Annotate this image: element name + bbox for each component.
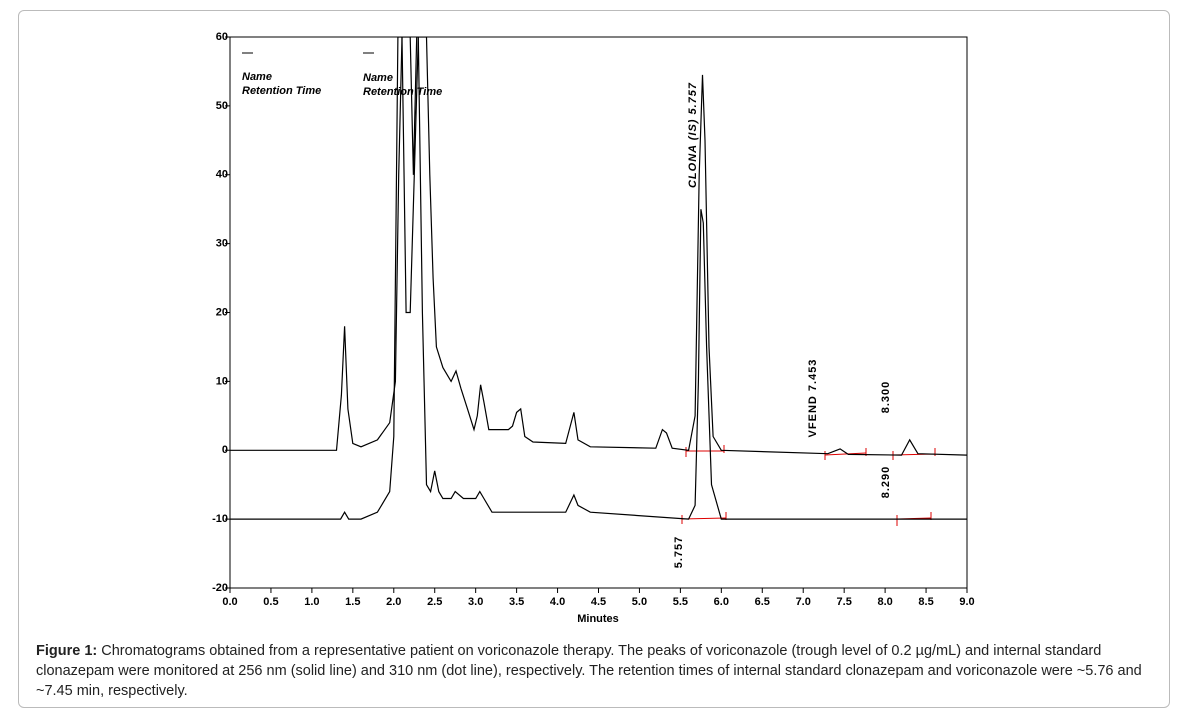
figure-frame xyxy=(18,10,1170,708)
annotation: 5.757 xyxy=(673,536,685,569)
x-tick-label: 7.0 xyxy=(796,596,811,608)
x-tick-label: 4.0 xyxy=(550,596,565,608)
y-tick-label: 30 xyxy=(216,238,228,250)
x-tick-label: 3.5 xyxy=(509,596,524,608)
x-tick-label: 6.0 xyxy=(714,596,729,608)
x-tick-label: 4.5 xyxy=(591,596,606,608)
y-tick-label: 40 xyxy=(216,169,228,181)
plot-frame xyxy=(229,36,968,589)
annotation: CLONA (IS) 5.757 xyxy=(687,82,699,188)
trace xyxy=(230,37,967,456)
y-tick-label: 10 xyxy=(216,375,228,387)
x-tick-label: 8.0 xyxy=(877,596,892,608)
trace xyxy=(230,37,967,520)
annotation: 8.290 xyxy=(880,466,892,499)
x-tick-label: 0.0 xyxy=(222,596,237,608)
x-tick-label: 5.5 xyxy=(673,596,688,608)
y-tick-label: 60 xyxy=(216,31,228,43)
x-tick-label: 9.0 xyxy=(959,596,974,608)
annotation: Retention Time xyxy=(363,86,442,98)
annotation: Retention Time xyxy=(242,85,321,97)
chart: Minutes -20 -10 0 10 20 30 40 50 60 0.0 0.5 1.0 1.5 2… xyxy=(212,31,975,625)
y-tick-label: -20 xyxy=(212,582,228,594)
annotation: Name xyxy=(242,71,272,83)
x-tick-label: 3.0 xyxy=(468,596,483,608)
y-tick-label: 20 xyxy=(216,306,228,318)
y-tick-label: 50 xyxy=(216,100,228,112)
annotation: VFEND 7.453 xyxy=(807,359,819,438)
x-tick-label: 1.0 xyxy=(304,596,319,608)
x-tick-label: 1.5 xyxy=(345,596,360,608)
y-tick-label: -10 xyxy=(212,513,228,525)
x-axis-label: Minutes xyxy=(577,613,619,625)
x-tick-label: 2.5 xyxy=(427,596,442,608)
x-tick-label: 0.5 xyxy=(263,596,278,608)
x-tick-label: 2.0 xyxy=(386,596,401,608)
annotation: 8.300 xyxy=(880,381,892,414)
caption-text: Chromatograms obtained from a representa… xyxy=(36,643,1142,699)
x-tick-label: 7.5 xyxy=(837,596,852,608)
annotation: Name xyxy=(363,72,393,84)
x-tick-label: 6.5 xyxy=(755,596,770,608)
caption-label: Figure 1: xyxy=(36,643,98,659)
caption: Figure 1: Chromatograms obtained from a … xyxy=(36,641,1158,701)
x-tick-label: 5.0 xyxy=(632,596,647,608)
x-tick-label: 8.5 xyxy=(918,596,933,608)
y-tick-label: 0 xyxy=(222,444,228,456)
